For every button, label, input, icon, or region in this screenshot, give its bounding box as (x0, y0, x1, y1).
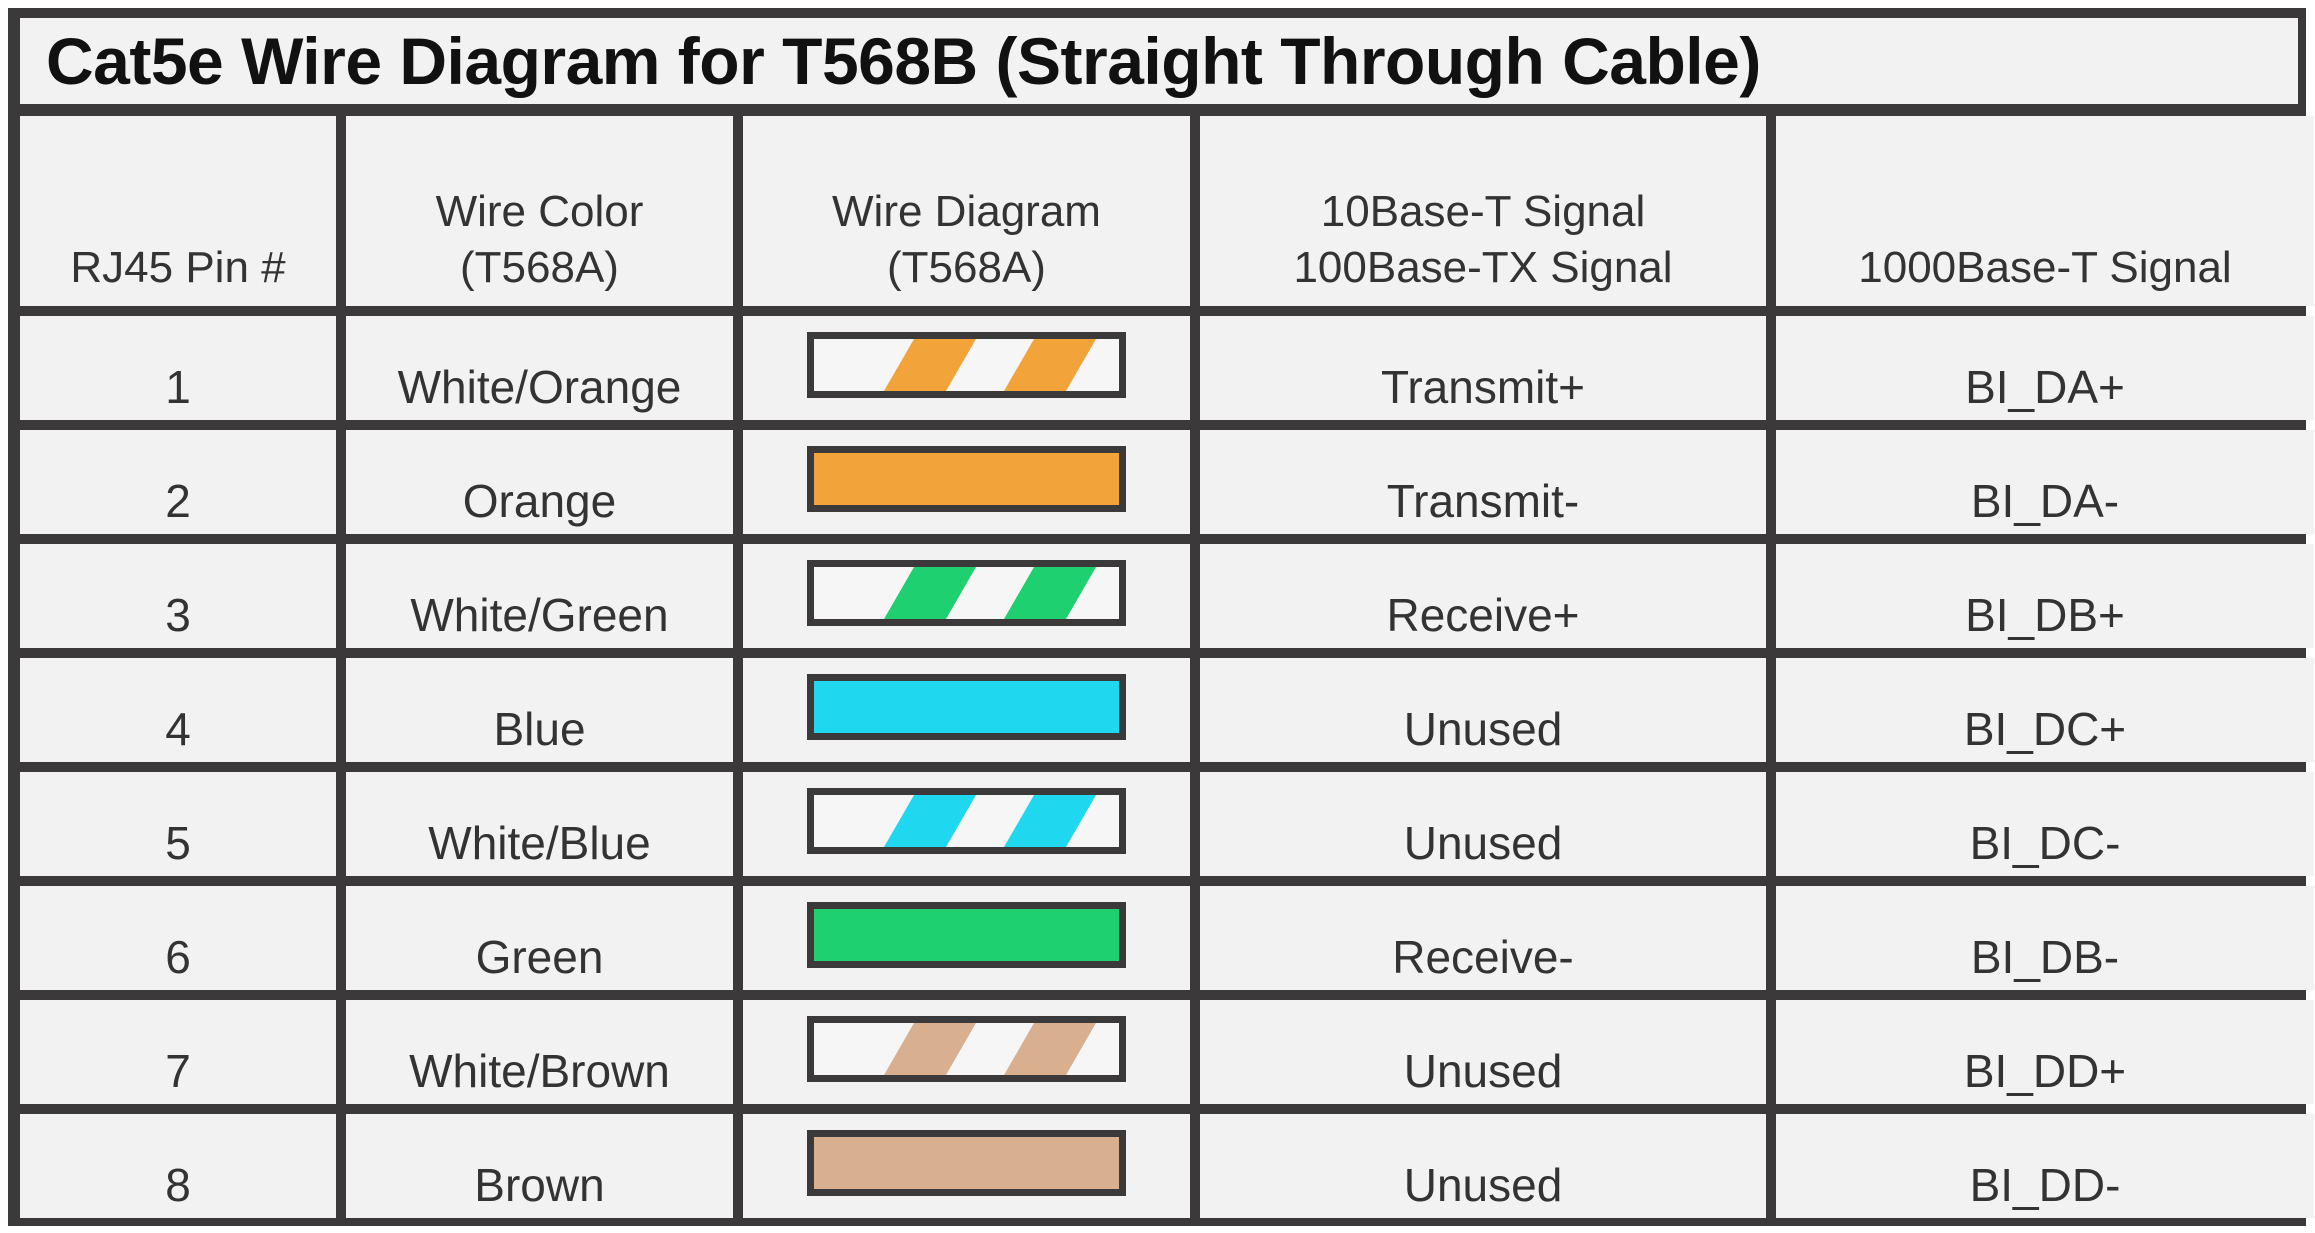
pin-number: 8 (20, 1114, 336, 1218)
wire-stripe (1003, 1023, 1097, 1075)
wire-stripe (1003, 339, 1097, 391)
pin-number: 5 (20, 772, 336, 876)
wire-color-name: White/Green (346, 544, 733, 648)
wire-stripe (883, 1023, 977, 1075)
header-wire-diagram: Wire Diagram (T568A) (743, 116, 1190, 306)
pin-number: 3 (20, 544, 336, 648)
signal-10-100: Unused (1200, 772, 1766, 876)
wire-color-name: White/Blue (346, 772, 733, 876)
signal-10-100: Unused (1200, 658, 1766, 762)
header-10-100-signal: 10Base-T Signal 100Base-TX Signal (1200, 116, 1766, 306)
header-wire-color: Wire Color (T568A) (346, 116, 733, 306)
signal-10-100: Transmit- (1200, 430, 1766, 534)
solid-wire-swatch (807, 674, 1126, 740)
solid-wire-swatch (807, 1130, 1126, 1196)
signal-10-100: Receive- (1200, 886, 1766, 990)
header-1000-signal: 1000Base-T Signal (1776, 116, 2314, 306)
signal-10-100: Unused (1200, 1000, 1766, 1104)
wire-stripe (883, 339, 977, 391)
striped-wire-swatch (807, 788, 1126, 854)
pin-number: 6 (20, 886, 336, 990)
signal-1000: BI_DB- (1776, 886, 2314, 990)
solid-wire-swatch (807, 446, 1126, 512)
pin-number: 2 (20, 430, 336, 534)
pin-number: 1 (20, 316, 336, 420)
wire-stripe (883, 795, 977, 847)
pin-number: 7 (20, 1000, 336, 1104)
signal-1000: BI_DC- (1776, 772, 2314, 876)
wire-diagram-cell (743, 886, 1190, 990)
wire-diagram-cell (743, 544, 1190, 648)
wire-color-name: White/Brown (346, 1000, 733, 1104)
solid-wire-swatch (807, 902, 1126, 968)
signal-10-100: Unused (1200, 1114, 1766, 1218)
signal-1000: BI_DA+ (1776, 316, 2314, 420)
wire-diagram-cell (743, 1114, 1190, 1218)
wire-color-name: White/Orange (346, 316, 733, 420)
wire-diagram-cell (743, 772, 1190, 876)
signal-1000: BI_DA- (1776, 430, 2314, 534)
striped-wire-swatch (807, 560, 1126, 626)
wire-color-name: Blue (346, 658, 733, 762)
wire-stripe (883, 567, 977, 619)
wire-color-name: Orange (346, 430, 733, 534)
wire-table: RJ45 Pin # Wire Color (T568A) Wire Diagr… (20, 116, 2314, 1218)
wire-diagram-cell (743, 658, 1190, 762)
signal-10-100: Receive+ (1200, 544, 1766, 648)
pin-number: 4 (20, 658, 336, 762)
wire-stripe (1003, 795, 1097, 847)
diagram-title: Cat5e Wire Diagram for T568B (Straight T… (20, 18, 2298, 104)
wire-color-name: Green (346, 886, 733, 990)
header-pin: RJ45 Pin # (20, 116, 336, 306)
signal-1000: BI_DB+ (1776, 544, 2314, 648)
signal-1000: BI_DD- (1776, 1114, 2314, 1218)
wire-diagram-cell (743, 1000, 1190, 1104)
striped-wire-swatch (807, 332, 1126, 398)
striped-wire-swatch (807, 1016, 1126, 1082)
signal-1000: BI_DC+ (1776, 658, 2314, 762)
signal-1000: BI_DD+ (1776, 1000, 2314, 1104)
wire-stripe (1003, 567, 1097, 619)
wire-diagram-cell (743, 316, 1190, 420)
signal-10-100: Transmit+ (1200, 316, 1766, 420)
wire-diagram-cell (743, 430, 1190, 534)
wire-color-name: Brown (346, 1114, 733, 1218)
